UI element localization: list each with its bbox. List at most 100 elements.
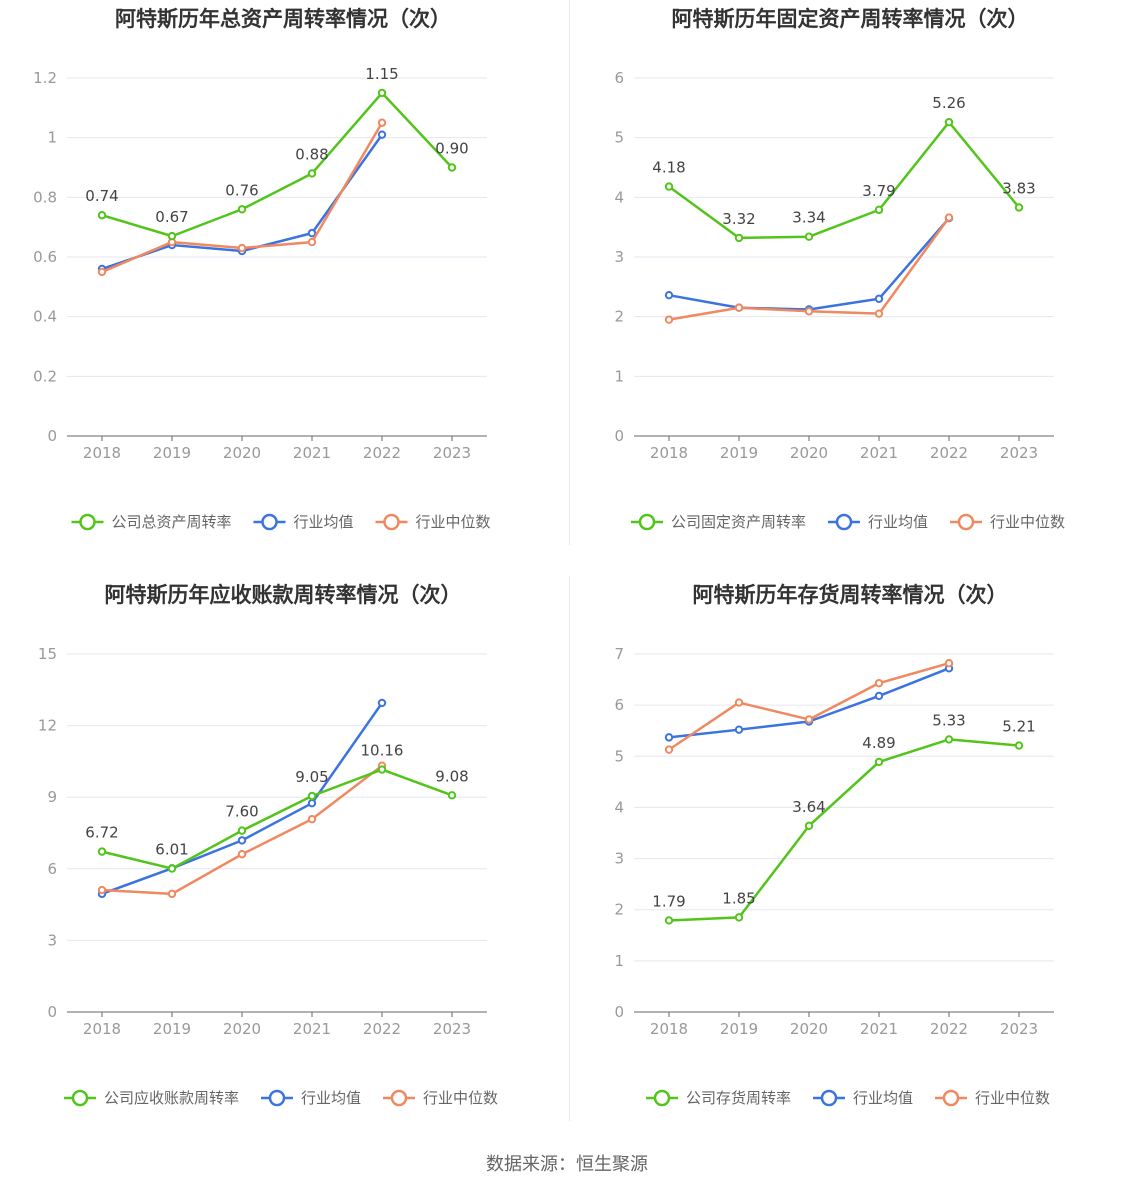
legend-marker	[268, 1089, 286, 1107]
y-tick-label: 2	[614, 901, 624, 919]
company-series-point	[804, 232, 814, 241]
y-tick-label: 3	[47, 931, 57, 949]
legend-item-company-series[interactable]: 公司固定资产周转率	[631, 513, 806, 531]
y-tick-label: 6	[614, 69, 624, 87]
y-tick-label: 6	[47, 860, 57, 878]
chart-fixed-asset-turnover: 阿特斯历年固定资产周转率情况（次） 0 1 2 3 4 5 6 2018 2019 2020 2021…	[614, 7, 1065, 531]
legend-item-industry-median-series[interactable]: 行业中位数	[950, 513, 1065, 531]
legend-marker	[383, 513, 400, 531]
y-tick-label: 9	[47, 788, 57, 806]
y-tick-label: 12	[38, 717, 57, 735]
x-tick-label: 2022	[363, 1020, 401, 1038]
legend-marker	[653, 1089, 671, 1107]
x-tick-label: 2019	[153, 1020, 191, 1038]
industry-median-series-line	[668, 662, 950, 751]
y-tick-label: 1	[614, 367, 624, 385]
y-tick-label: 1.2	[33, 69, 57, 87]
company-series-point	[944, 117, 954, 127]
legend-item-company-series[interactable]: 公司总资产周转率	[71, 513, 232, 531]
industry-median-series-point	[237, 243, 247, 253]
data-label: 7.60	[225, 803, 258, 821]
y-tick-label: 4	[614, 798, 624, 816]
legend-item-industry-median-series[interactable]: 行业中位数	[935, 1089, 1050, 1107]
data-label: 3.34	[792, 209, 825, 227]
data-label: 5.33	[932, 711, 965, 729]
data-label: 3.64	[792, 798, 825, 816]
legend-label: 公司总资产周转率	[112, 513, 232, 531]
y-tick-label: 5	[614, 747, 624, 765]
x-tick-label: 2021	[860, 1020, 898, 1038]
y-tick-label: 7	[614, 645, 624, 663]
data-label: 9.05	[295, 768, 328, 786]
company-series-point	[167, 231, 177, 241]
y-tick-label: 0	[47, 1003, 57, 1021]
y-tick-label: 1	[47, 129, 57, 147]
legend-label: 行业中位数	[416, 513, 491, 531]
y-tick-label: 3	[614, 850, 624, 868]
industry-avg-series-point	[237, 836, 247, 845]
legend-label: 公司固定资产周转率	[671, 513, 806, 531]
company-series-point	[307, 169, 317, 178]
legend-marker	[835, 513, 853, 531]
company-series-line	[101, 768, 453, 870]
data-label: 1.15	[365, 65, 398, 83]
company-series-point	[447, 791, 457, 800]
legend-marker	[390, 1089, 408, 1107]
y-tick-label: 0	[47, 427, 57, 445]
company-series-point	[97, 847, 107, 856]
data-label: 0.74	[85, 187, 118, 205]
data-label: 5.21	[1002, 718, 1035, 736]
legend-item-industry-avg-series[interactable]: 行业均值	[253, 513, 354, 531]
chart-title: 阿特斯历年总资产周转率情况（次）	[115, 7, 451, 31]
company-series-point	[97, 211, 107, 220]
legend-label: 行业均值	[294, 513, 354, 531]
legend-marker	[820, 1089, 838, 1107]
legend-marker	[957, 513, 975, 531]
company-series-point	[307, 791, 317, 801]
x-tick-label: 2020	[790, 1020, 828, 1038]
industry-avg-series-point	[377, 698, 387, 708]
industry-avg-series-point	[734, 725, 744, 734]
industry-avg-series-point	[664, 733, 674, 742]
legend-item-industry-avg-series[interactable]: 行业均值	[261, 1089, 361, 1107]
company-series-point	[664, 182, 674, 191]
legend-item-industry-avg-series[interactable]: 行业均值	[813, 1089, 913, 1107]
industry-median-series-point	[97, 885, 107, 895]
legend-item-industry-avg-series[interactable]: 行业均值	[828, 513, 928, 531]
company-series-point	[804, 821, 814, 831]
industry-median-series-point	[944, 213, 954, 222]
y-tick-label: 1	[614, 952, 624, 970]
legend-marker	[942, 1089, 960, 1107]
legend-item-industry-median-series[interactable]: 行业中位数	[375, 513, 491, 531]
legend-item-company-series[interactable]: 公司存货周转率	[646, 1089, 791, 1107]
chart-panel-fixed-asset-turnover: 阿特斯历年固定资产周转率情况（次） 0 1 2 3 4 5 6 2018 2019 2020 2021…	[567, 0, 1134, 576]
industry-median-series-point	[377, 118, 387, 127]
data-label: 6.72	[85, 824, 118, 842]
x-tick-label: 2023	[1000, 1020, 1038, 1038]
panel-divider-top	[569, 0, 570, 545]
panel-divider-bottom	[569, 576, 570, 1121]
x-tick-label: 2018	[650, 1020, 688, 1038]
industry-median-series-point	[944, 659, 954, 668]
industry-avg-series-point	[874, 294, 884, 303]
legend-label: 行业中位数	[423, 1089, 498, 1107]
data-label: 4.89	[862, 734, 895, 752]
x-tick-label: 2021	[293, 444, 331, 462]
industry-avg-series-point	[874, 691, 884, 701]
company-series-point	[377, 765, 387, 774]
industry-median-series-point	[664, 745, 674, 754]
legend-item-industry-median-series[interactable]: 行业中位数	[383, 1089, 498, 1107]
x-tick-label: 2022	[930, 444, 968, 462]
industry-avg-series-point	[307, 228, 317, 238]
industry-avg-series-line	[668, 217, 950, 311]
y-tick-label: 4	[614, 188, 624, 206]
x-tick-label: 2022	[363, 444, 401, 462]
industry-median-series-point	[874, 678, 884, 688]
y-tick-label: 0	[614, 1003, 624, 1021]
legend-item-company-series[interactable]: 公司应收账款周转率	[64, 1089, 239, 1107]
chart-receivables-turnover: 阿特斯历年应收账款周转率情况（次） 0 3 6 9 12 15 2018 2019 2020 202…	[38, 583, 498, 1107]
data-label: 0.67	[155, 208, 188, 226]
data-label: 4.18	[652, 159, 685, 177]
chart-inventory-turnover: 阿特斯历年存货周转率情况（次） 0 1 2 3 4 5 6 7 2018 2019 2020 2021 2…	[614, 583, 1054, 1107]
industry-median-series-point	[734, 698, 744, 707]
